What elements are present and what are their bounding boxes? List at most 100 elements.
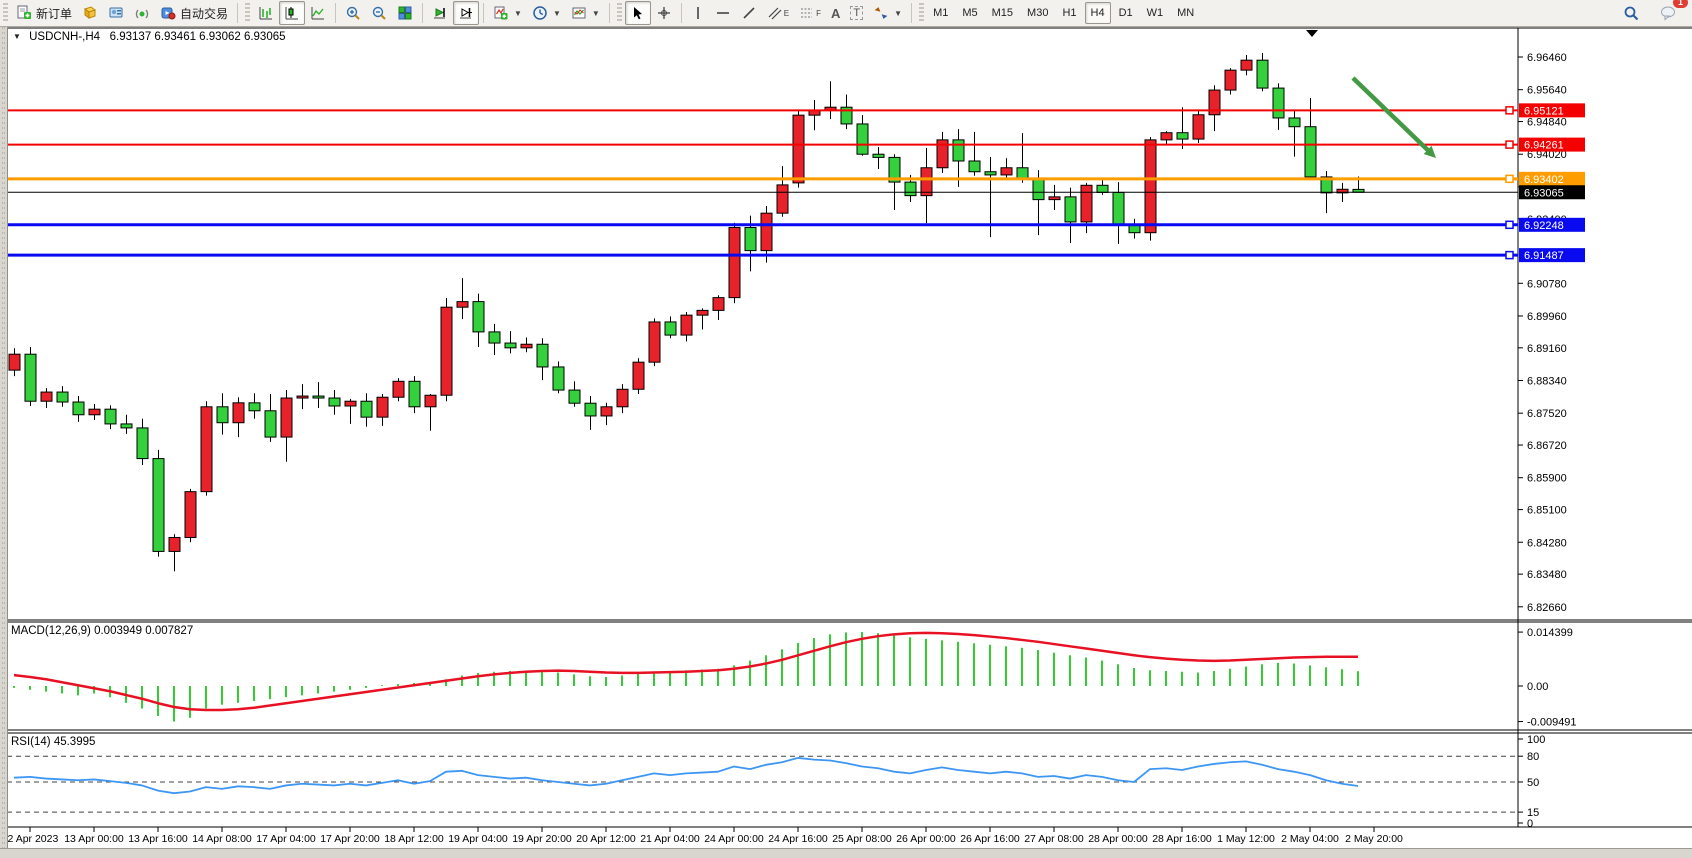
line-chart-icon <box>310 5 326 21</box>
bar-chart-button[interactable] <box>253 1 279 25</box>
indicators-button[interactable]: ▼ <box>488 1 527 25</box>
svg-text:0.014399: 0.014399 <box>1527 627 1573 639</box>
svg-text:18 Apr 12:00: 18 Apr 12:00 <box>384 833 444 845</box>
macd-panel: 0.014399 0.00 -0.009491 <box>13 627 1577 729</box>
crosshair-icon <box>656 5 672 21</box>
toolbar-gripper[interactable] <box>3 3 8 23</box>
svg-text:6.91487: 6.91487 <box>1524 250 1564 262</box>
search-button[interactable] <box>1618 1 1645 25</box>
timeframe-D1[interactable]: D1 <box>1118 7 1133 19</box>
notification-badge: 1 <box>1673 0 1688 8</box>
label-tool-icon: T <box>850 6 864 20</box>
chart-title-symbol: USDCNH-,H4 <box>29 31 101 43</box>
svg-text:1 May 12:00: 1 May 12:00 <box>1217 833 1275 845</box>
timeframe-W1[interactable]: W1 <box>1146 7 1164 19</box>
horizontal-line-button[interactable] <box>710 1 736 25</box>
zoom-in-button[interactable] <box>340 1 366 25</box>
svg-text:6.87520: 6.87520 <box>1527 408 1567 420</box>
text-tool-button[interactable]: A <box>826 1 845 25</box>
window-left-border <box>0 27 8 848</box>
chart-menu-icon[interactable]: ▼ <box>13 32 21 41</box>
trendline-button[interactable] <box>736 1 762 25</box>
crosshair-button[interactable] <box>651 1 677 25</box>
timeframe-M5[interactable]: M5 <box>962 7 978 19</box>
chart-shift-button[interactable] <box>453 1 480 25</box>
channel-button[interactable]: E <box>762 1 794 25</box>
templates-icon <box>571 5 587 21</box>
signal-icon <box>134 5 150 21</box>
cursor-icon <box>630 5 646 21</box>
svg-text:6.85900: 6.85900 <box>1527 473 1567 485</box>
zoom-out-button[interactable] <box>366 1 392 25</box>
svg-text:6.82660: 6.82660 <box>1527 602 1567 614</box>
fibonacci-letter: F <box>816 8 822 18</box>
vertical-line-icon <box>691 5 705 21</box>
toolbar-gripper[interactable] <box>245 3 251 23</box>
indicators-icon <box>493 5 509 21</box>
line-chart-button[interactable] <box>305 1 331 25</box>
svg-text:2 May 20:00: 2 May 20:00 <box>1345 833 1403 845</box>
trend-arrow[interactable] <box>1351 76 1432 155</box>
svg-text:19 Apr 04:00: 19 Apr 04:00 <box>448 833 508 845</box>
macd-indicator-label: MACD(12,26,9) 0.003949 0.007827 <box>11 625 194 637</box>
search-icon <box>1623 5 1640 22</box>
chart-shift-marker-icon[interactable] <box>1306 30 1318 37</box>
toolbar-gripper[interactable] <box>919 3 925 23</box>
svg-text:6.83480: 6.83480 <box>1527 569 1567 581</box>
horizontal-line-icon <box>715 5 731 21</box>
new-order-label: 新订单 <box>36 6 73 21</box>
tile-windows-button[interactable] <box>392 1 418 25</box>
market-watch-button[interactable] <box>103 1 129 25</box>
svg-text:28 Apr 16:00: 28 Apr 16:00 <box>1152 833 1212 845</box>
periods-button[interactable]: ▼ <box>527 1 566 25</box>
macd-signal-line <box>13 631 1359 712</box>
timeframe-M30[interactable]: M30 <box>1027 7 1049 19</box>
timeframe-H1[interactable]: H1 <box>1062 7 1077 19</box>
timeframe-M1[interactable]: M1 <box>933 7 949 19</box>
new-order-button[interactable]: 新订单 <box>11 1 77 25</box>
timeframe-MN[interactable]: MN <box>1177 7 1195 19</box>
arrows-tool-button[interactable]: ▼ <box>868 1 907 25</box>
cursor-button[interactable] <box>624 1 651 25</box>
svg-text:6.96460: 6.96460 <box>1527 52 1567 64</box>
candlestick-button[interactable] <box>279 1 306 25</box>
profiles-icon <box>82 5 98 21</box>
svg-text:6.88340: 6.88340 <box>1527 376 1567 388</box>
horizontal-level-lines[interactable] <box>7 106 1518 260</box>
label-tool-button[interactable]: T <box>845 1 868 25</box>
auto-scroll-button[interactable] <box>427 1 453 25</box>
autotrading-button[interactable]: 自动交易 <box>155 1 233 25</box>
svg-text:13 Apr 00:00: 13 Apr 00:00 <box>64 833 124 845</box>
templates-button[interactable]: ▼ <box>566 1 605 25</box>
svg-text:6.84280: 6.84280 <box>1527 537 1567 549</box>
timeframe-M15[interactable]: M15 <box>991 7 1014 19</box>
periods-caret-icon: ▼ <box>552 8 561 18</box>
svg-text:6.89960: 6.89960 <box>1527 311 1567 323</box>
autotrading-icon <box>160 5 176 21</box>
text-tool-icon: A <box>831 5 841 21</box>
chart-title: ▼ USDCNH-,H4 6.93137 6.93461 6.93062 6.9… <box>13 31 286 43</box>
arrows-caret-icon: ▼ <box>894 8 903 18</box>
annotations[interactable] <box>1306 30 1436 158</box>
svg-text:0.00: 0.00 <box>1527 681 1548 693</box>
svg-text:6.94020: 6.94020 <box>1527 149 1567 161</box>
candlestick-icon <box>284 5 300 21</box>
auto-scroll-icon <box>432 5 448 21</box>
fibonacci-icon <box>799 5 815 21</box>
chat-icon <box>1660 5 1677 21</box>
date-axis[interactable]: 12 Apr 2023 13 Apr 00:00 13 Apr 16:00 14 Ap… <box>2 827 1403 845</box>
vertical-line-button[interactable] <box>686 1 710 25</box>
indicators-caret-icon: ▼ <box>514 8 522 18</box>
svg-text:21 Apr 04:00: 21 Apr 04:00 <box>640 833 700 845</box>
macd-histogram <box>13 632 1359 722</box>
rsi-line <box>13 757 1359 795</box>
svg-text:6.95121: 6.95121 <box>1524 105 1564 117</box>
signal-button[interactable] <box>129 1 155 25</box>
notifications-button[interactable]: 1 <box>1655 0 1688 25</box>
rsi-indicator-label: RSI(14) 45.3995 <box>11 736 96 748</box>
timeframe-H4[interactable]: H4 <box>1084 2 1111 24</box>
toolbar-gripper[interactable] <box>616 3 622 23</box>
profiles-button[interactable] <box>77 1 103 25</box>
fibonacci-button[interactable]: F <box>794 1 826 25</box>
